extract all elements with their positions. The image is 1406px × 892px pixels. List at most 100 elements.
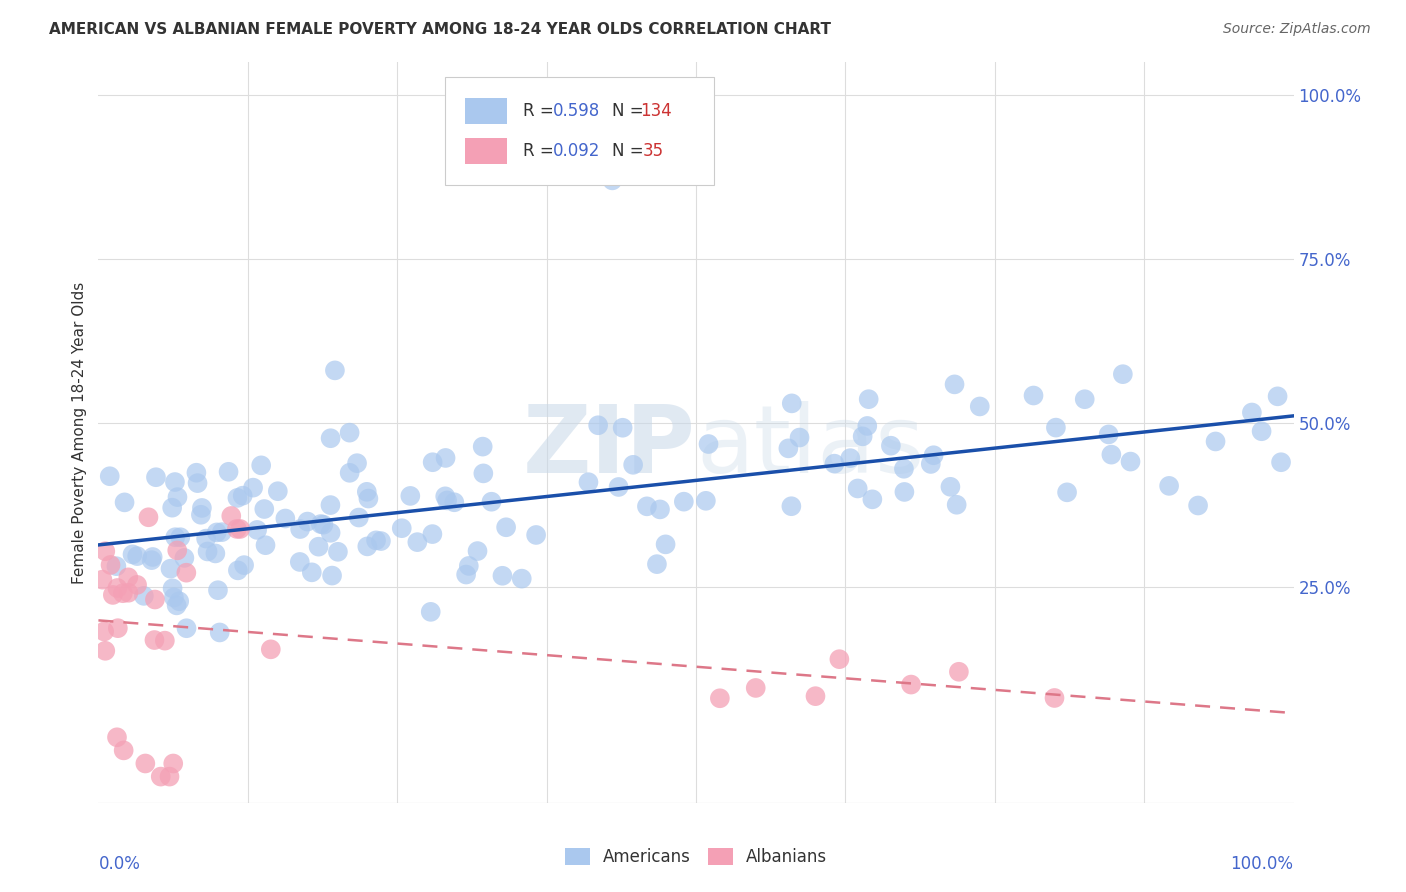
Point bbox=[319, 431, 342, 445]
Point bbox=[308, 540, 330, 554]
Point bbox=[778, 442, 800, 456]
Point bbox=[339, 425, 361, 440]
Point bbox=[823, 457, 845, 471]
Point bbox=[645, 557, 668, 571]
Point bbox=[159, 562, 181, 576]
Point bbox=[804, 689, 827, 703]
Point bbox=[186, 466, 208, 480]
Point bbox=[323, 363, 346, 377]
Point bbox=[858, 392, 880, 407]
FancyBboxPatch shape bbox=[446, 78, 714, 185]
Point bbox=[274, 511, 297, 525]
Point bbox=[187, 476, 209, 491]
Point bbox=[173, 550, 195, 565]
Point bbox=[495, 520, 517, 534]
Point bbox=[107, 621, 129, 635]
Text: 0.598: 0.598 bbox=[553, 102, 600, 120]
Point bbox=[211, 525, 233, 540]
Point bbox=[419, 605, 441, 619]
Point bbox=[138, 510, 160, 524]
Point bbox=[1187, 499, 1209, 513]
Point bbox=[1112, 367, 1135, 381]
Point bbox=[253, 502, 276, 516]
Text: 0.092: 0.092 bbox=[553, 143, 600, 161]
Point bbox=[145, 470, 167, 484]
Point bbox=[422, 527, 444, 541]
Point bbox=[612, 421, 634, 435]
Text: 134: 134 bbox=[640, 102, 672, 120]
Point bbox=[297, 515, 319, 529]
Point bbox=[167, 594, 190, 608]
Point bbox=[165, 530, 187, 544]
Point bbox=[309, 516, 332, 531]
Point bbox=[166, 490, 188, 504]
Point bbox=[1159, 479, 1181, 493]
Point bbox=[169, 530, 191, 544]
Point bbox=[471, 440, 494, 454]
Point bbox=[105, 731, 128, 745]
Point bbox=[621, 458, 644, 472]
Point bbox=[434, 450, 457, 465]
Point bbox=[267, 484, 290, 499]
Point bbox=[434, 489, 457, 503]
Point bbox=[134, 756, 156, 771]
Point bbox=[672, 494, 695, 508]
Point bbox=[254, 538, 277, 552]
Point bbox=[125, 578, 148, 592]
Point bbox=[288, 522, 311, 536]
Point bbox=[880, 439, 903, 453]
Point bbox=[648, 502, 671, 516]
Point bbox=[226, 563, 249, 577]
Text: 100.0%: 100.0% bbox=[1230, 855, 1294, 872]
Point bbox=[98, 469, 121, 483]
Point bbox=[406, 535, 429, 549]
Point bbox=[163, 475, 186, 489]
Point bbox=[91, 573, 114, 587]
Point bbox=[132, 589, 155, 603]
Point bbox=[1022, 388, 1045, 402]
Point bbox=[205, 525, 228, 540]
Text: 35: 35 bbox=[643, 143, 664, 161]
Point bbox=[288, 555, 311, 569]
Point bbox=[356, 540, 378, 554]
Bar bbox=[465, 138, 508, 164]
Point bbox=[422, 455, 444, 469]
Point bbox=[357, 491, 380, 506]
Point bbox=[969, 400, 991, 414]
Point bbox=[578, 475, 600, 490]
Point bbox=[195, 532, 218, 546]
Point bbox=[828, 652, 851, 666]
Point bbox=[219, 508, 242, 523]
Point bbox=[436, 493, 458, 508]
Text: R =: R = bbox=[523, 102, 558, 120]
Point bbox=[893, 485, 915, 500]
Point bbox=[939, 480, 962, 494]
Point bbox=[105, 581, 128, 595]
Point bbox=[321, 568, 343, 582]
Point bbox=[94, 544, 117, 558]
Point bbox=[94, 644, 117, 658]
Point bbox=[153, 633, 176, 648]
Point bbox=[1043, 690, 1066, 705]
Point bbox=[510, 572, 533, 586]
Point bbox=[846, 482, 869, 496]
Point bbox=[636, 500, 658, 514]
Point bbox=[339, 466, 361, 480]
Point bbox=[121, 548, 143, 562]
Point bbox=[364, 533, 387, 548]
Point bbox=[922, 448, 945, 462]
Point bbox=[852, 429, 875, 443]
Point bbox=[491, 568, 513, 582]
Point bbox=[1240, 405, 1263, 419]
Point bbox=[780, 396, 803, 410]
Point bbox=[1267, 389, 1289, 403]
Point bbox=[176, 621, 198, 635]
Point bbox=[457, 558, 479, 573]
Point bbox=[472, 467, 495, 481]
Point bbox=[1205, 434, 1227, 449]
Point bbox=[162, 582, 184, 596]
Point bbox=[312, 517, 335, 532]
Text: N =: N = bbox=[613, 102, 650, 120]
Point bbox=[356, 484, 378, 499]
Point bbox=[370, 534, 392, 549]
